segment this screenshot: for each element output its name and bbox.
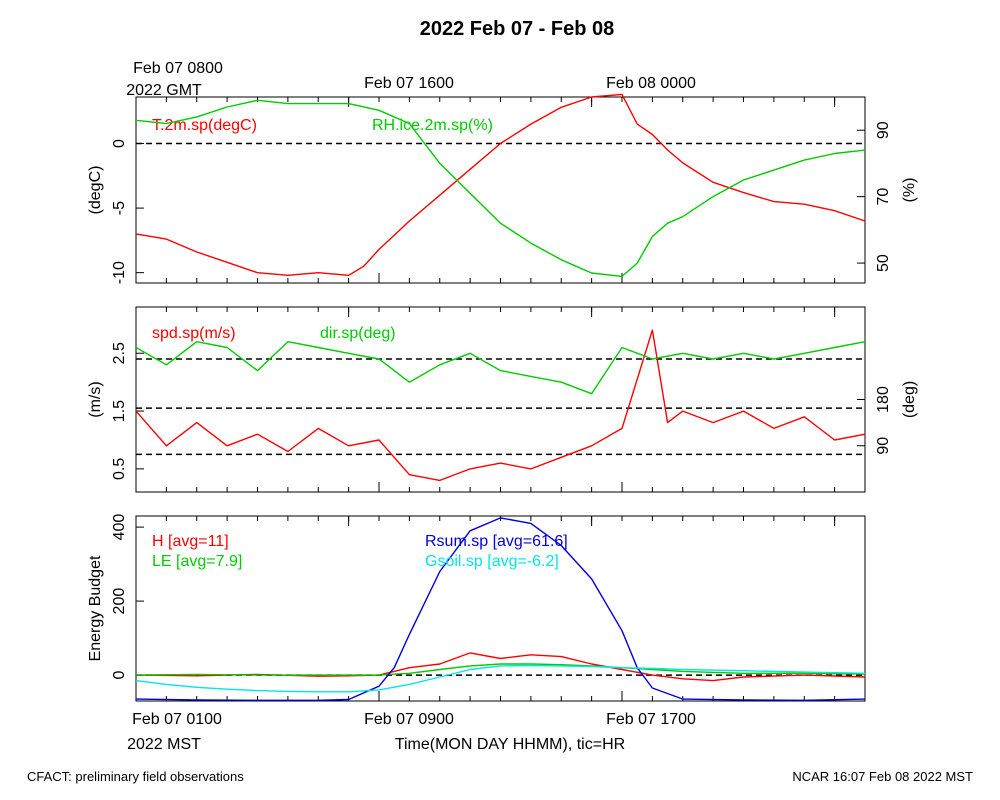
y-left-tick-label: 1.5 xyxy=(111,400,128,422)
y-left-tick-label: 2.5 xyxy=(111,342,128,364)
y-right-axis-label: (%) xyxy=(901,178,918,203)
legend-entry-1: RH.ice.2m.sp(%) xyxy=(372,117,493,134)
y-left-tick-label: 200 xyxy=(111,588,128,615)
y-left-axis-label: (degC) xyxy=(87,166,104,215)
series-line-1 xyxy=(135,99,866,278)
y-left-axis-label: Energy Budget xyxy=(87,555,104,661)
bottom-axis-timezone-label: 2022 MST xyxy=(127,736,201,753)
y-left-tick-label: 0.5 xyxy=(111,458,128,480)
legend-entry-0: T.2m.sp(degC) xyxy=(152,117,257,134)
y-left-tick-label: -10 xyxy=(111,261,128,284)
panel-frame xyxy=(135,306,866,493)
footer-left-note: CFACT: preliminary field observations xyxy=(27,769,244,784)
series-line-0 xyxy=(135,93,866,276)
wind-speed-direction-panel: 0.5 1.5 2.5 (m/s) 90 180 (deg) spd.sp(m/s) dir.s… xyxy=(87,306,918,493)
temperature-humidity-panel: 0 -5 -10 (degC) 90 70 50 (%) T.2m.sp(degC) RH.ice… xyxy=(87,93,918,284)
legend-entry-1: dir.sp(deg) xyxy=(320,325,396,342)
y-right-tick-label: 90 xyxy=(875,121,892,139)
legend-entry-0: H [avg=11] xyxy=(152,533,229,550)
y-right-tick-label: 90 xyxy=(875,437,892,455)
y-left-tick-label: -5 xyxy=(111,201,128,215)
y-right-tick-label: 180 xyxy=(875,386,892,413)
series-line-3 xyxy=(135,664,866,693)
y-left-tick-label: 0 xyxy=(111,139,128,148)
bottom-axis-tick-label-3: Feb 07 1700 xyxy=(606,711,696,728)
y-right-axis-label: (deg) xyxy=(901,381,918,418)
series-line-1 xyxy=(135,663,866,676)
y-left-axis-label: (m/s) xyxy=(87,381,104,417)
legend-entry-2: Rsum.sp [avg=61.6] xyxy=(425,533,568,550)
series-line-0 xyxy=(135,652,866,682)
series-line-1 xyxy=(135,341,866,395)
y-left-tick-label: 0 xyxy=(111,671,128,680)
legend-entry-0: spd.sp(m/s) xyxy=(152,325,236,342)
x-axis-label: Time(MON DAY HHMM), tic=HR xyxy=(395,736,625,753)
bottom-axis-tick-label-1: Feb 07 0100 xyxy=(132,711,222,728)
y-right-tick-label: 50 xyxy=(875,254,892,272)
footer-right-note: NCAR 16:07 Feb 08 2022 MST xyxy=(792,769,973,784)
series-line-2 xyxy=(135,517,866,701)
chart-title: 2022 Feb 07 - Feb 08 xyxy=(420,18,615,40)
y-right-tick-label: 70 xyxy=(875,188,892,206)
series-line-0 xyxy=(135,329,866,482)
energy-budget-panel: 0 200 400 Energy Budget H [avg=11] LE [avg=7.… xyxy=(87,514,866,702)
legend-entry-3: Gsoil.sp [avg=-6.2] xyxy=(425,553,559,570)
legend-entry-1: LE [avg=7.9] xyxy=(152,553,242,570)
top-axis-tick-label-2: Feb 07 1600 xyxy=(364,75,454,92)
bottom-axis-tick-label-2: Feb 07 0900 xyxy=(364,711,454,728)
y-left-tick-label: 400 xyxy=(111,514,128,541)
top-axis-timezone-label: 2022 GMT xyxy=(126,82,202,99)
top-axis-tick-label-1: Feb 07 0800 xyxy=(133,60,223,77)
top-axis-tick-label-3: Feb 08 0000 xyxy=(606,75,696,92)
